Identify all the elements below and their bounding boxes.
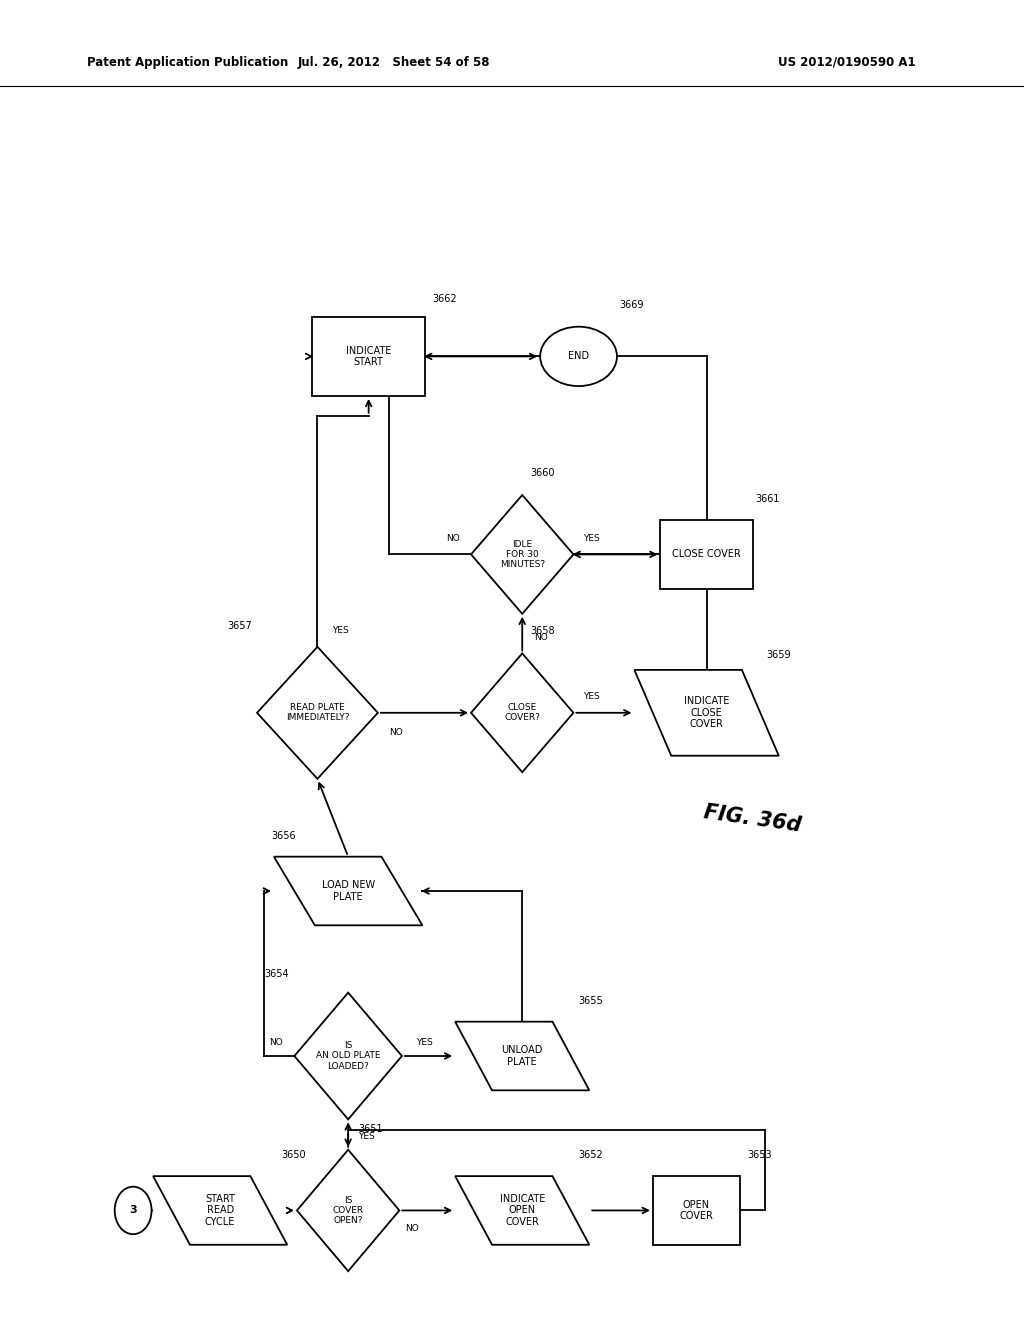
Text: END: END <box>568 351 589 362</box>
Circle shape <box>115 1187 152 1234</box>
Text: 3669: 3669 <box>620 300 644 310</box>
Text: UNLOAD
PLATE: UNLOAD PLATE <box>502 1045 543 1067</box>
Polygon shape <box>274 857 423 925</box>
Text: IS
AN OLD PLATE
LOADED?: IS AN OLD PLATE LOADED? <box>316 1041 380 1071</box>
Text: Patent Application Publication: Patent Application Publication <box>87 55 289 69</box>
Text: 3662: 3662 <box>432 293 457 304</box>
Text: Jul. 26, 2012   Sheet 54 of 58: Jul. 26, 2012 Sheet 54 of 58 <box>298 55 490 69</box>
Text: YES: YES <box>584 535 600 543</box>
Text: 3658: 3658 <box>530 626 555 636</box>
Text: 3659: 3659 <box>766 649 791 660</box>
Polygon shape <box>455 1022 590 1090</box>
Text: YES: YES <box>358 1133 375 1140</box>
Text: 3660: 3660 <box>530 467 555 478</box>
Text: NO: NO <box>445 535 460 543</box>
Text: NO: NO <box>269 1039 283 1047</box>
Polygon shape <box>471 495 573 614</box>
Text: YES: YES <box>416 1039 433 1047</box>
Polygon shape <box>295 993 401 1119</box>
Text: 3654: 3654 <box>264 969 289 979</box>
FancyBboxPatch shape <box>653 1176 739 1245</box>
Ellipse shape <box>541 326 616 385</box>
Text: INDICATE
CLOSE
COVER: INDICATE CLOSE COVER <box>684 696 729 730</box>
Text: IDLE
FOR 30
MINUTES?: IDLE FOR 30 MINUTES? <box>500 540 545 569</box>
Text: INDICATE
START: INDICATE START <box>346 346 391 367</box>
Text: 3650: 3650 <box>282 1150 306 1160</box>
Text: INDICATE
OPEN
COVER: INDICATE OPEN COVER <box>500 1193 545 1228</box>
Text: READ PLATE
IMMEDIATELY?: READ PLATE IMMEDIATELY? <box>286 704 349 722</box>
Text: YES: YES <box>584 693 600 701</box>
Text: IS
COVER
OPEN?: IS COVER OPEN? <box>333 1196 364 1225</box>
Text: 3661: 3661 <box>756 494 780 504</box>
Text: NO: NO <box>389 729 403 737</box>
Polygon shape <box>455 1176 590 1245</box>
Text: OPEN
COVER: OPEN COVER <box>679 1200 714 1221</box>
Text: START
READ
CYCLE: START READ CYCLE <box>205 1193 236 1228</box>
Polygon shape <box>634 671 778 755</box>
Polygon shape <box>257 647 378 779</box>
Text: FIG. 36d: FIG. 36d <box>702 801 803 836</box>
Text: 3: 3 <box>129 1205 137 1216</box>
Text: NO: NO <box>404 1225 419 1233</box>
Text: 3653: 3653 <box>748 1150 772 1160</box>
Text: CLOSE
COVER?: CLOSE COVER? <box>504 704 541 722</box>
FancyBboxPatch shape <box>660 520 753 589</box>
Text: NO: NO <box>534 634 548 642</box>
Text: 3656: 3656 <box>271 830 296 841</box>
Text: 3652: 3652 <box>579 1150 603 1160</box>
Polygon shape <box>471 653 573 772</box>
Text: US 2012/0190590 A1: US 2012/0190590 A1 <box>778 55 915 69</box>
Text: 3651: 3651 <box>358 1123 383 1134</box>
Text: YES: YES <box>332 627 348 635</box>
FancyBboxPatch shape <box>312 317 425 396</box>
Text: CLOSE COVER: CLOSE COVER <box>672 549 741 560</box>
Text: 3655: 3655 <box>579 995 603 1006</box>
Polygon shape <box>154 1176 287 1245</box>
Polygon shape <box>297 1150 399 1271</box>
Text: 3657: 3657 <box>227 620 252 631</box>
Text: LOAD NEW
PLATE: LOAD NEW PLATE <box>322 880 375 902</box>
